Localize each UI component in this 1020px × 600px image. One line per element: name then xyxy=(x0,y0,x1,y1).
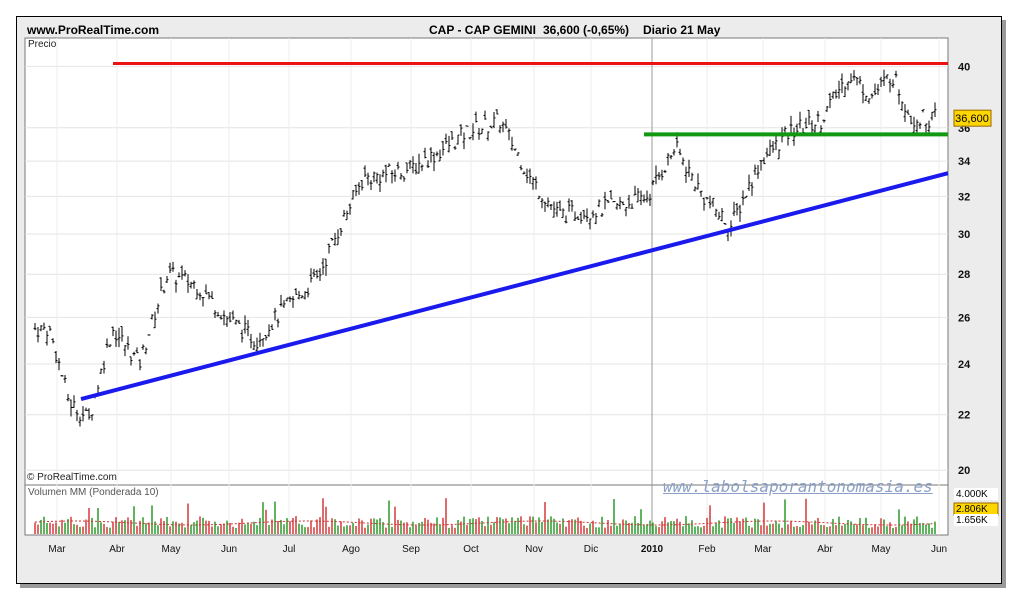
x-tick-label: Dic xyxy=(584,544,598,555)
chart-window: 20 22 24 26 28 30 32 34 36 40 Mar Abr May Jun Jul Ago Se… xyxy=(16,16,1002,584)
last-price-tag xyxy=(953,109,992,127)
x-tick-label: May xyxy=(162,544,181,555)
x-tick-label: Mar xyxy=(48,544,66,555)
x-tick-label: Nov xyxy=(525,544,543,555)
volume-panel-label: Volumen MM (Ponderada 10) xyxy=(28,487,159,498)
volume-tag-value: 2.806K xyxy=(956,504,988,515)
y-tick-label: 24 xyxy=(958,359,971,371)
watermark-link[interactable]: www.labolsaporantonomasia.es xyxy=(663,477,933,496)
y-tick-label: 20 xyxy=(958,465,970,477)
x-tick-label: Mar xyxy=(754,544,772,555)
x-tick-label: Ago xyxy=(342,544,360,555)
x-tick-label: May xyxy=(872,544,891,555)
instrument-name: CAP - CAP GEMINI xyxy=(429,23,536,37)
x-tick-label: Jun xyxy=(221,544,237,555)
site-title: www.ProRealTime.com xyxy=(27,23,160,37)
x-tick-label: 2010 xyxy=(641,544,664,555)
price-panel xyxy=(24,37,949,486)
x-tick-label: Abr xyxy=(109,544,125,555)
y-tick-label: 34 xyxy=(958,156,971,168)
volume-tag-value: 4.000K xyxy=(956,489,988,500)
volume-tag-box xyxy=(954,514,998,526)
x-tick-label: Jun xyxy=(931,544,947,555)
x-tick-label: Jul xyxy=(283,544,296,555)
volume-tag-value: 1.656K xyxy=(956,515,988,526)
last-price-value: 36,600 xyxy=(955,113,989,125)
period-label: Diario 21 May xyxy=(643,23,721,37)
y-tick-label: 40 xyxy=(958,61,970,73)
copyright-label: © ProRealTime.com xyxy=(27,472,117,483)
y-tick-label: 28 xyxy=(958,269,970,281)
price-panel-label: Precio xyxy=(28,39,57,50)
y-tick-label: 32 xyxy=(958,191,970,203)
x-tick-label: Sep xyxy=(402,544,420,555)
x-tick-label: Feb xyxy=(698,544,716,555)
y-tick-label: 22 xyxy=(958,410,970,422)
x-tick-label: Abr xyxy=(817,544,833,555)
volume-tag-box xyxy=(954,488,998,500)
x-tick-label: Oct xyxy=(463,544,479,555)
quote-value: 36,600 (-0,65%) xyxy=(543,23,630,37)
y-tick-label: 26 xyxy=(958,312,970,324)
trendline xyxy=(80,171,949,401)
y-tick-label: 30 xyxy=(958,229,970,241)
